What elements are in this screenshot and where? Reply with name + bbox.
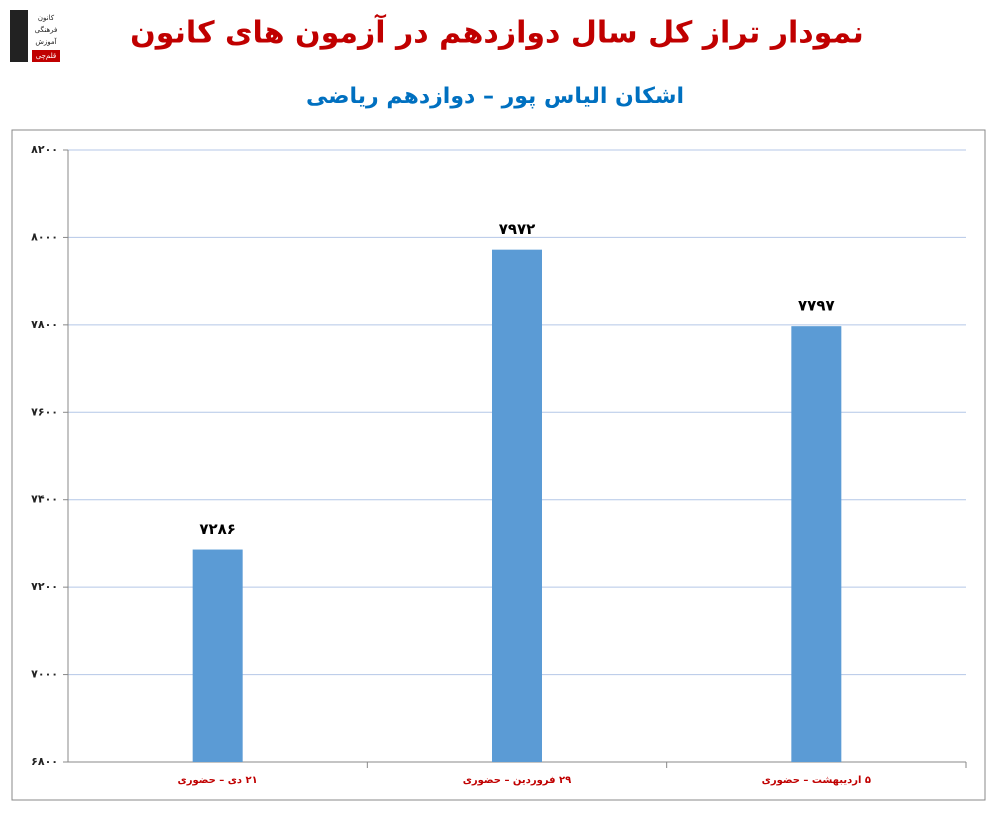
y-tick-label: ۷۲۰۰ xyxy=(31,580,58,593)
y-tick-label: ۶۸۰۰ xyxy=(31,755,58,768)
x-tick-label: ۵ اردیبهشت – حضوری xyxy=(762,775,871,786)
data-label: ۷۷۹۷ xyxy=(798,297,835,315)
chart-frame xyxy=(11,129,986,801)
y-tick-label: ۷۰۰۰ xyxy=(31,668,58,681)
logo-text: قلم‌چی xyxy=(36,52,56,60)
logo-text: کانون xyxy=(38,14,55,22)
data-label: ۷۲۸۶ xyxy=(199,520,236,538)
logo-text: فرهنگی xyxy=(35,25,58,34)
logo: کانون فرهنگی آموزش قلم‌چی xyxy=(10,10,60,62)
chart-subtitle: اشکان الیاس پور – دوازدهم ریاضی xyxy=(306,84,684,109)
y-tick-label: ۷۶۰۰ xyxy=(31,405,58,418)
x-tick-label: ۲۹ فروردین – حضوری xyxy=(463,775,572,786)
logo-figure xyxy=(10,10,28,62)
logo-band xyxy=(32,50,60,62)
bar xyxy=(492,249,542,762)
y-tick-label: ۸۲۰۰ xyxy=(31,143,58,156)
bar xyxy=(192,549,243,762)
logo-text: آموزش xyxy=(35,37,57,46)
data-label: ۷۹۷۲ xyxy=(499,220,536,238)
y-tick-label: ۷۴۰۰ xyxy=(31,493,58,506)
y-tick-label: ۸۰۰۰ xyxy=(31,230,58,243)
bar xyxy=(791,326,842,762)
x-tick-label: ۲۱ دی – حضوری xyxy=(178,775,258,786)
chart-title: نمودار تراز کل سال دوازدهم در آزمون های … xyxy=(130,14,864,51)
y-tick-label: ۷۸۰۰ xyxy=(31,318,58,331)
